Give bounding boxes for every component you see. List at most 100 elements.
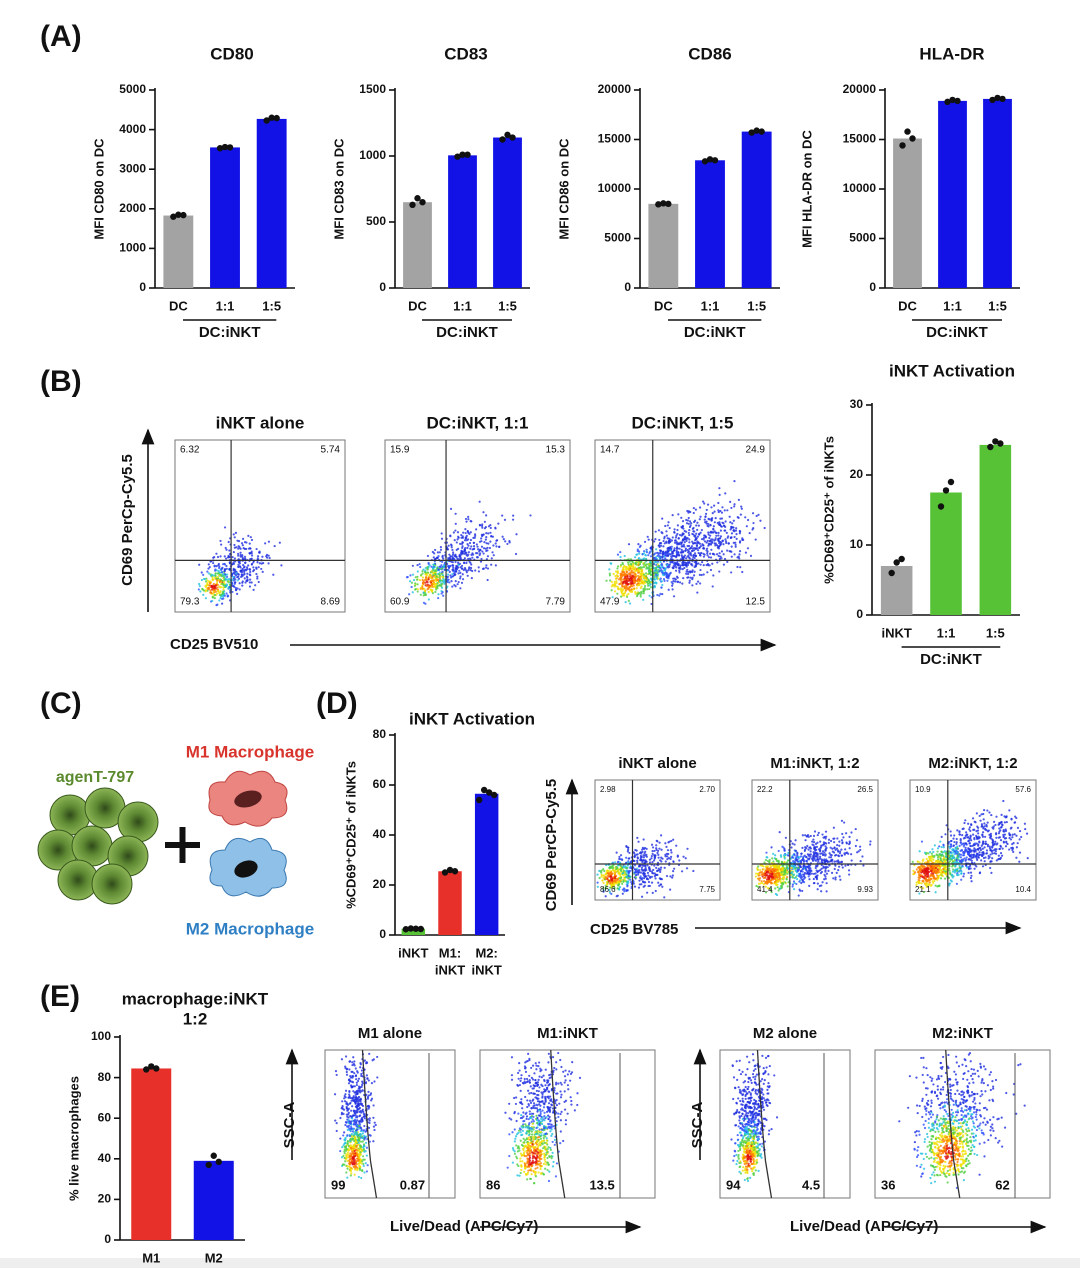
density-dot <box>717 537 720 541</box>
density-dot <box>645 579 648 582</box>
density-dot <box>774 887 777 890</box>
density-dot <box>795 858 798 861</box>
density-dot <box>920 871 923 874</box>
x-tick-label: iNKT <box>398 945 428 960</box>
density-dot <box>661 556 664 559</box>
density-dot <box>221 579 224 583</box>
density-dot <box>490 557 493 560</box>
density-dot <box>642 885 645 888</box>
density-dot <box>614 876 617 879</box>
density-dot <box>786 876 789 879</box>
density-dot <box>723 509 726 512</box>
density-dot <box>646 580 649 584</box>
density-dot <box>804 839 807 842</box>
density-dot <box>473 533 477 536</box>
density-dot <box>647 584 650 587</box>
density-dot <box>779 869 782 872</box>
density-dot <box>609 875 612 878</box>
density-dot <box>954 864 957 867</box>
density-dot <box>759 868 762 872</box>
density-dot <box>816 853 819 857</box>
x-axis-label: CD25 BV785 <box>590 921 678 938</box>
density-dot <box>808 857 811 860</box>
density-dot <box>601 879 604 882</box>
density-dot <box>608 870 611 873</box>
density-dot <box>1016 842 1019 845</box>
density-dot <box>457 535 460 538</box>
density-dot <box>419 593 422 596</box>
density-dot <box>696 528 699 531</box>
density-dot <box>656 593 659 597</box>
density-dot <box>801 889 804 893</box>
data-point <box>944 98 951 106</box>
density-dot <box>626 864 630 867</box>
density-dot <box>681 532 684 535</box>
density-dot <box>655 847 658 850</box>
density-dot <box>257 566 260 569</box>
density-dot <box>793 843 796 846</box>
density-dot <box>710 548 713 551</box>
density-dot <box>424 592 427 596</box>
density-dot <box>438 551 441 554</box>
density-dot <box>427 598 430 601</box>
density-dot <box>655 869 659 873</box>
density-dot <box>427 578 430 581</box>
density-dot <box>447 566 451 569</box>
density-dot <box>448 581 451 584</box>
density-dot <box>696 521 699 524</box>
density-dot <box>454 553 457 556</box>
density-dot <box>485 549 488 553</box>
density-dot <box>785 877 788 880</box>
density-dot <box>991 852 994 855</box>
density-dot <box>214 572 217 575</box>
density-dot <box>794 869 798 873</box>
density-dot <box>791 885 794 888</box>
density-dot <box>998 827 1001 830</box>
bar <box>880 566 913 615</box>
density-dot <box>778 873 781 876</box>
flow-plot <box>594 439 771 613</box>
density-dot <box>962 872 966 875</box>
density-dot <box>698 546 701 550</box>
density-dot <box>438 571 441 574</box>
density-dot <box>927 852 930 855</box>
density-dot <box>226 594 229 597</box>
density-dot <box>635 595 639 598</box>
density-dot <box>642 838 645 841</box>
density-dot <box>658 545 661 549</box>
density-dot <box>815 876 818 879</box>
density-dot <box>678 566 681 570</box>
density-dot <box>932 850 935 854</box>
chart-title: HLA-DR <box>919 44 984 63</box>
density-dot <box>212 592 215 595</box>
density-dot <box>615 865 618 868</box>
density-dot <box>640 576 643 579</box>
density-dot <box>667 856 670 860</box>
data-point <box>407 925 415 932</box>
density-dot <box>730 527 733 530</box>
density-dot <box>948 869 951 872</box>
density-dot <box>683 541 686 544</box>
density-dot <box>641 850 644 854</box>
density-dot <box>771 872 774 876</box>
density-dot <box>636 873 640 876</box>
density-dot <box>416 588 419 591</box>
density-dot <box>932 858 935 861</box>
density-dot <box>794 860 797 863</box>
density-dot <box>621 563 625 566</box>
density-dot <box>663 537 666 540</box>
density-dot <box>478 500 481 503</box>
density-dot <box>733 553 736 556</box>
density-dot <box>780 882 783 885</box>
density-dot <box>615 581 618 585</box>
density-dot <box>956 829 959 832</box>
density-dot <box>616 870 619 873</box>
density-dot <box>848 841 852 845</box>
density-dot <box>637 561 640 564</box>
density-dot <box>436 566 439 569</box>
density-dot <box>915 883 918 886</box>
density-dot <box>928 881 931 884</box>
density-dot <box>656 572 659 575</box>
density-dot <box>214 584 218 587</box>
density-dot <box>598 869 601 872</box>
